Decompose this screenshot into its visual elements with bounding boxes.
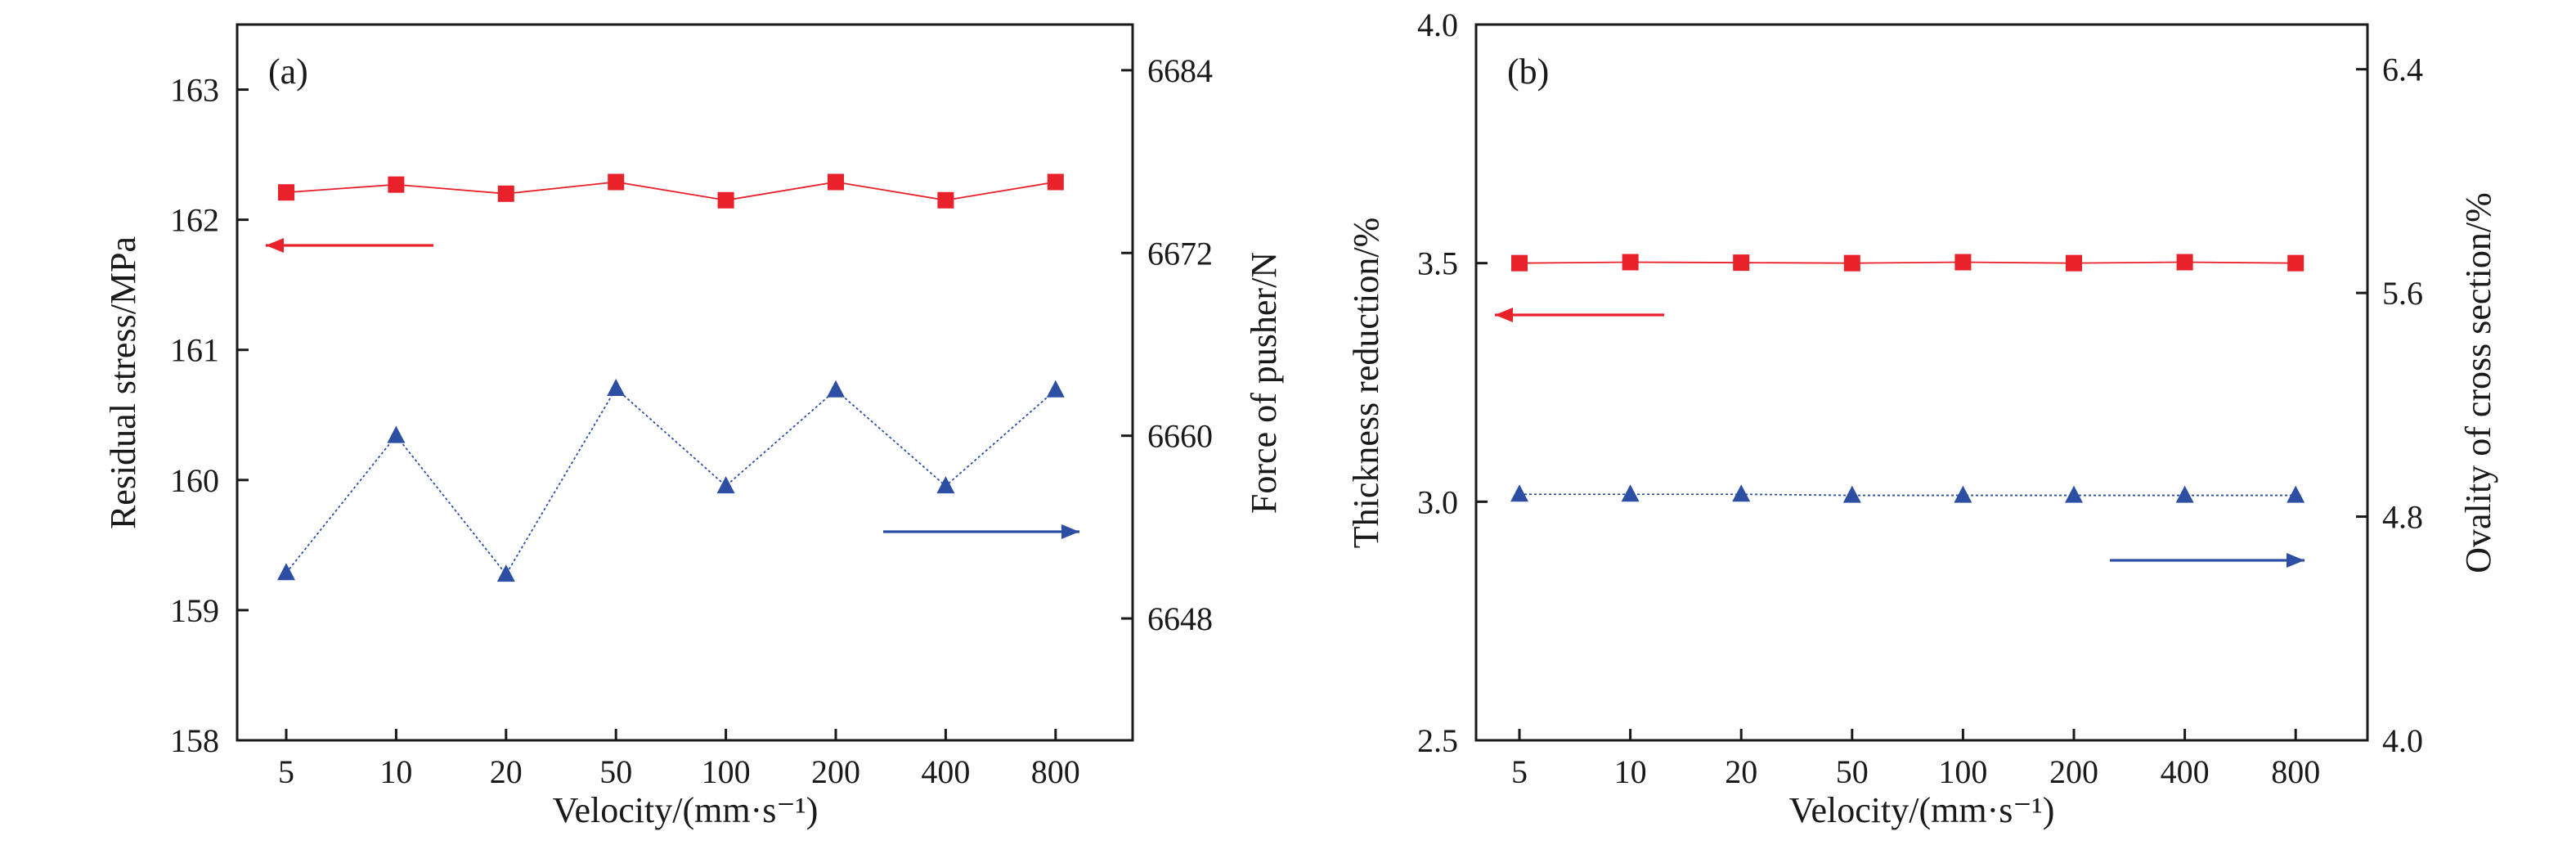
panel-b-square-point — [2066, 254, 2082, 272]
panel-a-left-tick-label: 163 — [170, 72, 219, 109]
panel-a-square-point — [388, 176, 405, 193]
panel-a-square-point — [1047, 173, 1064, 191]
panel-b-square-point — [2287, 254, 2304, 272]
panel-b-x-tick-label: 10 — [1614, 753, 1647, 790]
panel-b-square-point — [1622, 254, 1639, 271]
panel-b-square-point — [1843, 254, 1860, 272]
panel-a-left-tick-label: 160 — [170, 462, 219, 499]
panel-b-x-tick-label: 20 — [1725, 753, 1757, 790]
panel-a-triangle-point — [1046, 380, 1065, 398]
panel-b-arrow-left-head — [1495, 308, 1513, 322]
panel-a-arrows — [266, 238, 1079, 539]
panel-a-frame — [236, 23, 1134, 742]
panel-a-ticks: 158 159 160 161 162 163 6648 6660 6672 6684 5 10 20 5… — [170, 52, 1213, 790]
panel-a-square-point — [608, 173, 625, 191]
panel-b-square-point — [1954, 254, 1972, 271]
panel-b-frame — [1474, 23, 2369, 742]
panel-b-left-axis-title: Thickness reduction/% — [1346, 218, 1386, 548]
panel-b-arrows — [1495, 308, 2304, 568]
panel-b-x-tick-label: 800 — [2271, 753, 2320, 790]
panel-a-left-axis-title: Residual stress/MPa — [103, 236, 143, 529]
panel-b-square-point — [1511, 254, 1528, 272]
panel-a-square-point — [278, 184, 294, 201]
panel-a-right-tick-label: 6684 — [1147, 52, 1213, 89]
panel-a-square-point — [937, 191, 954, 209]
panel-b-triangle-point — [1732, 484, 1751, 502]
panel-a-triangle-point — [277, 563, 295, 581]
panel-b-triangle-point — [2287, 485, 2305, 503]
panel-b-arrow-right-head — [2287, 553, 2304, 568]
panel-a-right-tick-label: 6672 — [1147, 235, 1213, 272]
panel-a-arrow-right-head — [1061, 524, 1079, 539]
panel-b-triangle-point — [1510, 484, 1528, 502]
panel-b-series-right-line — [1519, 493, 2296, 497]
panel-a-right-axis-title: Force of pusher/N — [1244, 252, 1284, 514]
panel-b-triangle-point — [1954, 485, 1972, 503]
panel-b-left-tick-label: 3.0 — [1417, 483, 1458, 520]
panel-b-square-point — [2176, 254, 2193, 271]
panel-b-x-tick-label: 200 — [2049, 753, 2098, 790]
panel-b-label: (b) — [1507, 52, 1549, 92]
panel-b-right-tick-label: 4.0 — [2382, 722, 2423, 759]
panel-a-left-tick-label: 158 — [170, 722, 219, 759]
panel-b-triangle-point — [1621, 484, 1640, 502]
panel-a-triangle-point — [496, 564, 515, 582]
panel-b-x-tick-label: 5 — [1511, 753, 1528, 790]
panel-a-x-axis-title: Velocity/(mm·s⁻¹) — [553, 790, 819, 830]
panel-a-x-tick-label: 100 — [702, 753, 751, 790]
panel-a-square-point — [828, 173, 844, 191]
panel-a-left-tick-label: 161 — [170, 332, 219, 369]
panel-a-left-tick-label: 159 — [170, 592, 219, 629]
panel-a-triangle-point — [387, 425, 406, 443]
panel-a-triangle-point — [607, 378, 626, 396]
panel-a-x-tick-label: 5 — [278, 753, 294, 790]
panel-a-series-right-line — [285, 387, 1057, 576]
panel-a-label: (a) — [268, 52, 308, 92]
panel-a-x-tick-label: 20 — [490, 753, 523, 790]
panel-a-x-tick-label: 50 — [599, 753, 632, 790]
panel-b-left-tick-label: 4.0 — [1417, 7, 1458, 43]
panel-b-x-tick-label: 50 — [1836, 753, 1869, 790]
panel-b-square-point — [1733, 254, 1750, 272]
panel-a-arrow-left-head — [266, 238, 284, 253]
panel-b-series — [1510, 254, 2305, 503]
panel-b-right-tick-label: 4.8 — [2382, 499, 2423, 536]
panel-a-triangle-point — [716, 476, 735, 494]
panel-b-right-tick-label: 5.6 — [2382, 275, 2423, 312]
panel-a-square-point — [497, 185, 514, 202]
panel-a-right-tick-label: 6660 — [1147, 418, 1213, 455]
panel-b-x-tick-label: 100 — [1938, 753, 1987, 790]
panel-b-triangle-point — [1842, 485, 1861, 503]
panel-b-left-tick-label: 2.5 — [1417, 722, 1458, 759]
panel-a-left-tick-label: 162 — [170, 202, 219, 239]
panel-a-x-tick-label: 200 — [811, 753, 860, 790]
panel-a-series — [277, 173, 1065, 582]
panel-a-x-tick-label: 400 — [921, 753, 970, 790]
panel-a-triangle-point — [936, 476, 955, 494]
panel-b-x-tick-label: 400 — [2161, 753, 2210, 790]
panel-a-series-left-line — [285, 181, 1056, 201]
panel-a-square-point — [717, 191, 734, 209]
panel-a-right-tick-label: 6648 — [1147, 600, 1213, 637]
panel-b-right-axis-title: Ovality of cross section/% — [2458, 192, 2498, 573]
panel-b-triangle-point — [2065, 485, 2083, 503]
panel-b-x-axis-title: Velocity/(mm·s⁻¹) — [1789, 790, 2055, 830]
panel-a-triangle-point — [827, 380, 845, 398]
panel-b-right-tick-label: 6.4 — [2382, 52, 2423, 88]
panel-b-ticks: 2.5 3.0 3.5 4.0 4.0 4.8 5.6 6.4 5 10 20 50 100 200 400… — [1417, 7, 2423, 790]
panel-a-x-tick-label: 800 — [1031, 753, 1080, 790]
panel-b-left-tick-label: 3.5 — [1417, 245, 1458, 282]
panel-b-triangle-point — [2175, 485, 2194, 503]
panel-a-x-tick-label: 10 — [379, 753, 412, 790]
panel-b: (b) 2.5 3.0 3.5 4.0 4.0 4.8 5.6 6.4 5 10 20 50 100 20… — [1346, 7, 2498, 830]
